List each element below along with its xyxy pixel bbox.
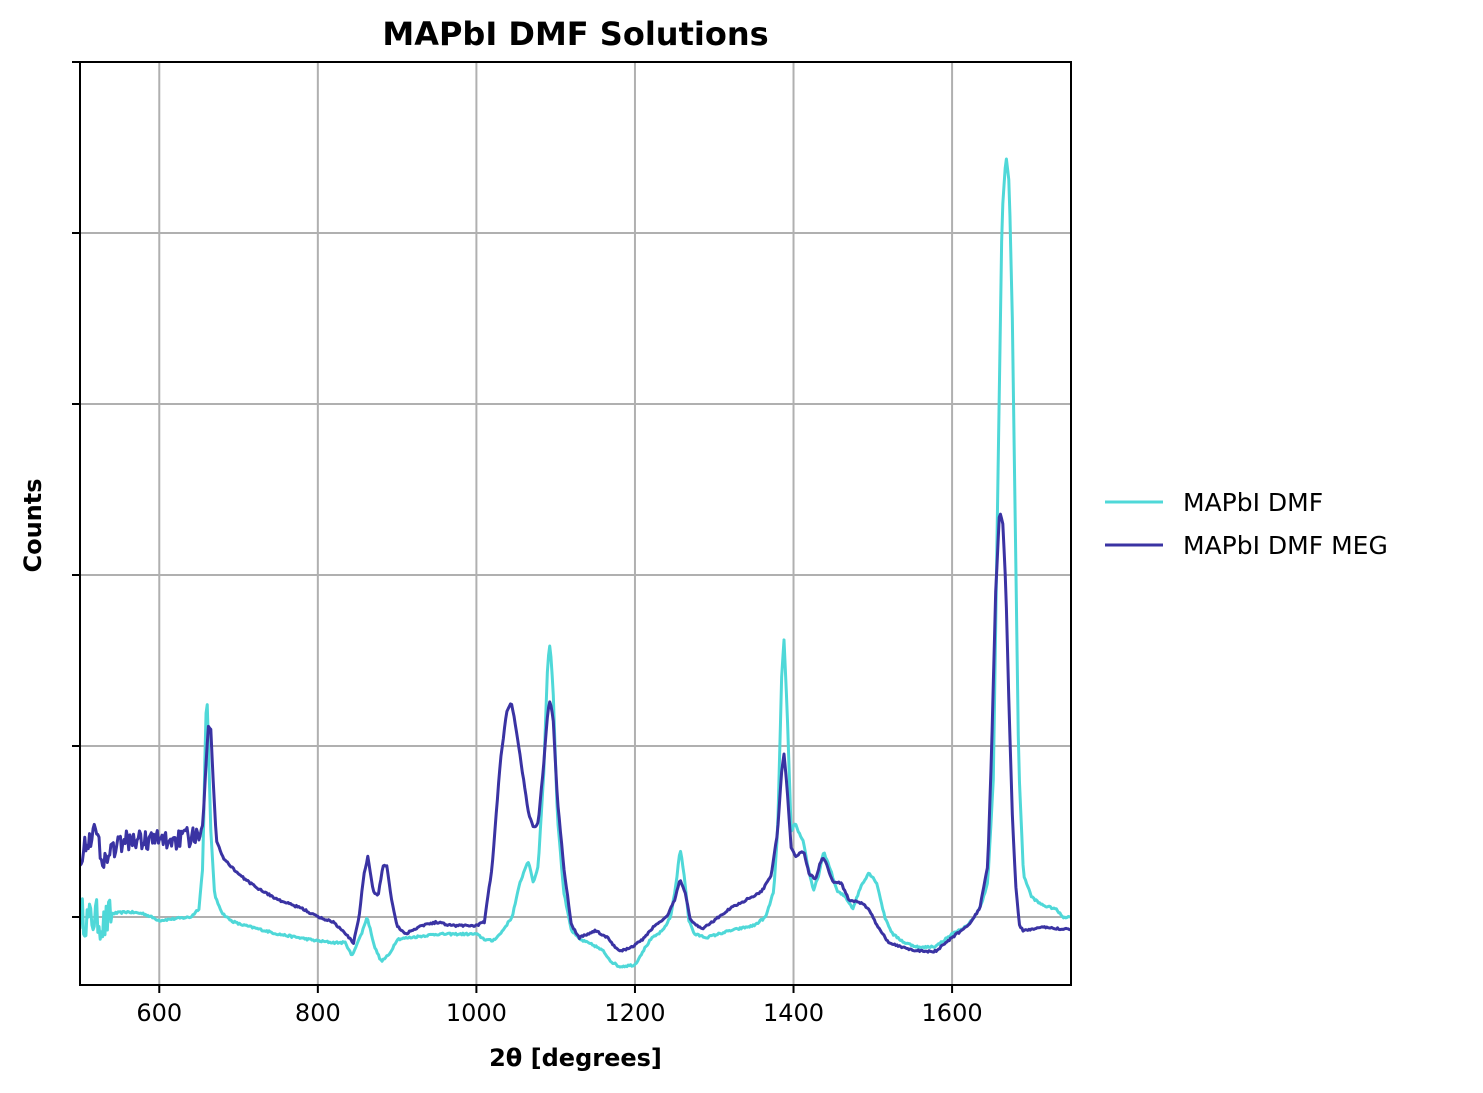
series-line-2	[80, 512, 1071, 954]
plot-lines	[80, 157, 1071, 969]
legend: MAPbI DMF MAPbI DMF MEG	[1105, 488, 1388, 560]
x-tick-label: 600	[136, 999, 182, 1027]
x-tick-label: 1400	[763, 999, 824, 1027]
x-tick-label: 1600	[922, 999, 983, 1027]
grid	[80, 61, 1071, 985]
chart-title: MAPbI DMF Solutions	[382, 15, 768, 53]
x-tick-label: 1200	[604, 999, 665, 1027]
x-tick-label: 1000	[446, 999, 507, 1027]
x-axis-label: 2θ [degrees]	[489, 1044, 662, 1072]
axis-ticks: 600 800 1000 1200 1400 1600	[72, 61, 983, 1027]
legend-label: MAPbI DMF	[1183, 488, 1323, 517]
legend-label: MAPbI DMF MEG	[1183, 531, 1388, 560]
x-tick-label: 800	[295, 999, 341, 1027]
plot-frame	[79, 61, 1072, 986]
y-axis-label: Counts	[19, 478, 47, 572]
